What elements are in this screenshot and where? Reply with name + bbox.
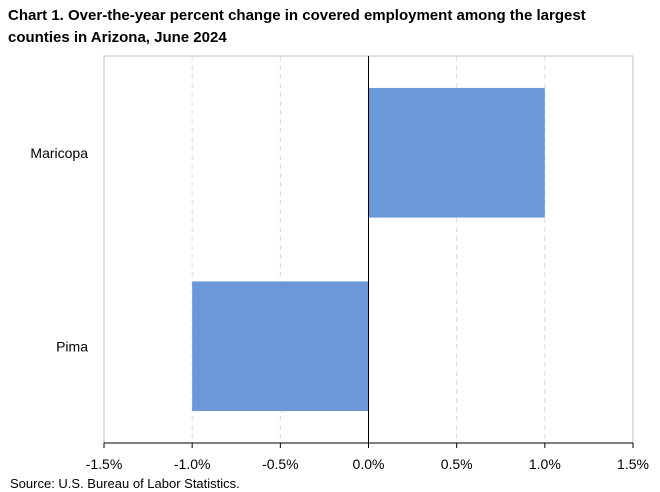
bar-maricopa <box>368 87 545 218</box>
category-label: Pima <box>56 338 88 354</box>
x-tick-label: -0.5% <box>262 456 299 472</box>
chart-title: Chart 1. Over-the-year percent change in… <box>8 7 586 46</box>
tick-labels: Maricopa Pima -1.5% -1.0% -0.5% 0.0% 0.5% 1.0% 1… <box>30 145 649 472</box>
x-tick-label: 1.0% <box>529 456 561 472</box>
bars <box>192 87 545 412</box>
category-label: Maricopa <box>30 145 88 161</box>
x-tick-label: 0.0% <box>353 456 385 472</box>
bar-pima <box>192 281 369 412</box>
x-tick-label: 1.5% <box>617 456 649 472</box>
x-tick-label: -1.0% <box>174 456 211 472</box>
axes <box>103 56 634 448</box>
x-tick-label: -1.5% <box>86 456 123 472</box>
source-note: Source: U.S. Bureau of Labor Statistics. <box>10 476 240 491</box>
x-tick-label: 0.5% <box>441 456 473 472</box>
